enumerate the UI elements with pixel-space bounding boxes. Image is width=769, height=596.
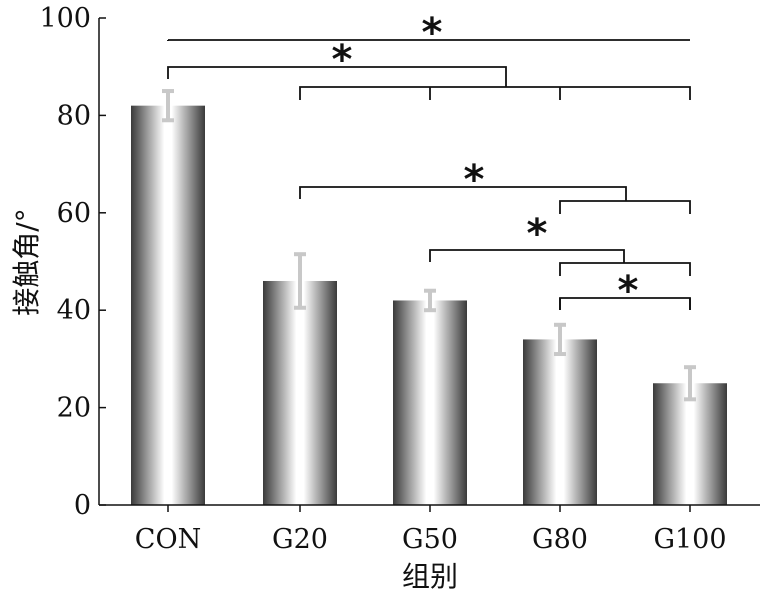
- bar-g20: [263, 280, 337, 505]
- error-bar-g100: [684, 365, 696, 402]
- bracket-line: [167, 66, 507, 87]
- significance-star: *: [464, 157, 485, 203]
- bar-g80: [523, 339, 597, 505]
- bar-g100: [653, 383, 727, 505]
- bracket-comb: [559, 262, 691, 276]
- y-tick-label: 80: [57, 100, 91, 131]
- significance-bracket-g50-3: [429, 249, 691, 276]
- error-bar-g80: [554, 322, 566, 357]
- significance-star: *: [422, 10, 443, 56]
- significance-bracket-con-1: [167, 66, 691, 100]
- error-bars-layer: [162, 89, 696, 402]
- significance-star: *: [618, 268, 639, 314]
- bracket-comb: [299, 86, 691, 100]
- x-tick-label-con: CON: [135, 524, 201, 555]
- bracket-comb: [559, 200, 691, 214]
- y-tick-label: 20: [57, 393, 91, 424]
- bar-con: [131, 105, 205, 505]
- significance-bracket-g20-2: [299, 186, 691, 214]
- bars-layer: [131, 105, 727, 505]
- x-tick-label-g100: G100: [653, 524, 726, 555]
- error-bar-g20: [294, 252, 306, 310]
- significance-star: *: [332, 37, 353, 83]
- error-bar-con: [162, 89, 174, 123]
- axes-layer: 0 20 40 60 80 100 CON G20 G50 G80 G100: [39, 3, 760, 555]
- y-axis-label: 接触角/°: [10, 208, 43, 315]
- x-tick-label-g50: G50: [402, 524, 458, 555]
- bracket-line: [299, 186, 627, 201]
- x-tick-label-g20: G20: [272, 524, 328, 555]
- y-tick-label: 100: [39, 3, 91, 34]
- x-tick-label-g80: G80: [532, 524, 588, 555]
- bar-g50: [393, 300, 467, 505]
- bracket-line: [429, 249, 625, 263]
- error-bar-g50: [424, 288, 436, 313]
- significance-layer: * * * * *: [167, 10, 691, 314]
- y-tick-label: 0: [74, 490, 91, 521]
- y-tick-label: 40: [57, 295, 91, 326]
- significance-star: *: [527, 211, 548, 257]
- y-tick-label: 60: [57, 198, 91, 229]
- x-axis-label: 组别: [402, 560, 458, 593]
